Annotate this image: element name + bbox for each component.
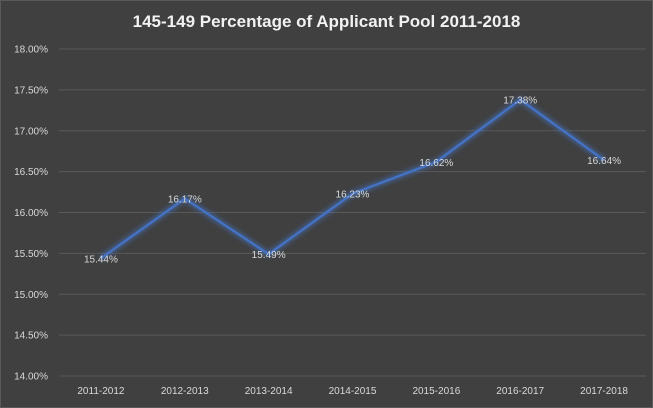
data-label: 16.62% (419, 158, 453, 169)
y-tick-label: 14.50% (14, 331, 48, 342)
series-line-glow (99, 96, 606, 261)
x-tick-label: 2016-2017 (496, 386, 544, 397)
data-labels: 15.44% 16.17% 15.49% 16.23% 16.62% 17.38% 16.6… (84, 96, 621, 266)
data-label: 16.17% (168, 195, 202, 206)
y-tick-label: 15.50% (14, 249, 48, 260)
x-tick-label: 2015-2016 (412, 386, 460, 397)
gridlines (59, 48, 646, 377)
y-tick-label: 17.00% (14, 126, 48, 137)
data-label: 16.23% (336, 190, 370, 201)
data-label: 16.64% (587, 156, 621, 167)
chart-title: 145-149 Percentage of Applicant Pool 201… (132, 12, 521, 31)
y-tick-label: 16.50% (14, 167, 48, 178)
series-line (100, 98, 605, 260)
y-tick-label: 17.50% (14, 85, 48, 96)
x-tick-label: 2012-2013 (161, 386, 209, 397)
x-tick-label: 2017-2018 (580, 386, 628, 397)
y-tick-label: 15.00% (14, 290, 48, 301)
y-axis-ticks: 14.00% 14.50% 15.00% 15.50% 16.00% 16.50% 17.0… (14, 45, 48, 383)
data-label: 15.49% (252, 250, 286, 261)
x-tick-label: 2014-2015 (329, 386, 377, 397)
x-tick-label: 2013-2014 (245, 386, 293, 397)
y-tick-label: 14.00% (14, 372, 48, 383)
y-tick-label: 16.00% (14, 208, 48, 219)
y-tick-label: 18.00% (14, 45, 48, 56)
series-line-group (99, 96, 606, 261)
x-tick-label: 2011-2012 (77, 386, 125, 397)
data-label: 15.44% (84, 254, 118, 265)
data-label: 17.38% (503, 96, 537, 107)
x-axis-ticks: 2011-2012 2012-2013 2013-2014 2014-2015 2015… (77, 386, 628, 397)
